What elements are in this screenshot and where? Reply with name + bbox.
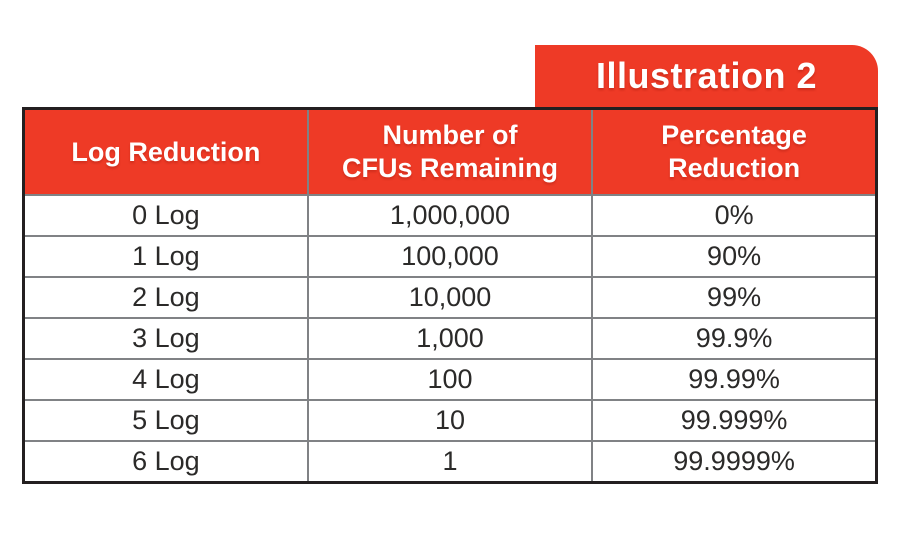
percent-cell: 0% [591, 194, 878, 237]
table-row: 6 Log 1 99.9999% [22, 440, 878, 484]
table-header: Log Reduction Number of CFUs Remaining P… [22, 107, 878, 196]
cfus-cell: 1,000 [306, 317, 594, 360]
table-row: 2 Log 10,000 99% [22, 276, 878, 319]
percent-cell: 99.99% [591, 358, 878, 401]
log-reduction-table: Log Reduction Number of CFUs Remaining P… [22, 107, 878, 484]
table-row: 1 Log 100,000 90% [22, 235, 878, 278]
log-cell: 3 Log [22, 317, 309, 360]
header-cell-percentage-reduction: Percentage Reduction [591, 107, 878, 196]
log-cell: 4 Log [22, 358, 309, 401]
table-row: 4 Log 100 99.99% [22, 358, 878, 401]
table-body: 0 Log 1,000,000 0% 1 Log 100,000 90% 2 L… [22, 194, 878, 484]
cfus-cell: 1 [306, 440, 594, 484]
table-row: 3 Log 1,000 99.9% [22, 317, 878, 360]
header-cell-cfus-remaining: Number of CFUs Remaining [306, 107, 594, 196]
percent-cell: 99% [591, 276, 878, 319]
cfus-cell: 100,000 [306, 235, 594, 278]
table-row: 0 Log 1,000,000 0% [22, 194, 878, 237]
illustration-tab: Illustration 2 [535, 45, 878, 110]
cfus-cell: 10,000 [306, 276, 594, 319]
percent-cell: 99.999% [591, 399, 878, 442]
log-cell: 5 Log [22, 399, 309, 442]
cfus-cell: 100 [306, 358, 594, 401]
percent-cell: 99.9999% [591, 440, 878, 484]
table-row: 5 Log 10 99.999% [22, 399, 878, 442]
percent-cell: 99.9% [591, 317, 878, 360]
log-cell: 2 Log [22, 276, 309, 319]
log-cell: 6 Log [22, 440, 309, 484]
header-cell-log-reduction: Log Reduction [22, 107, 309, 196]
percent-cell: 90% [591, 235, 878, 278]
cfus-cell: 1,000,000 [306, 194, 594, 237]
log-cell: 1 Log [22, 235, 309, 278]
cfus-cell: 10 [306, 399, 594, 442]
header-row: Log Reduction Number of CFUs Remaining P… [22, 107, 878, 196]
log-cell: 0 Log [22, 194, 309, 237]
illustration-tab-label: Illustration 2 [595, 54, 818, 96]
